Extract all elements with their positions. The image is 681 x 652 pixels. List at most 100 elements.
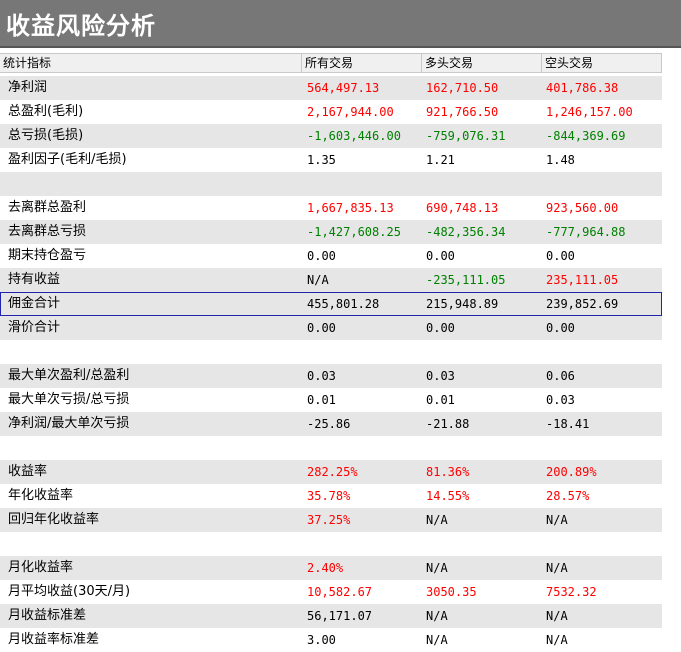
table-row[interactable]: 月收益标准差 56,171.07 N/A N/A bbox=[0, 604, 662, 628]
row-label: 期末持仓盈亏 bbox=[8, 248, 87, 263]
row-value-short: 923,560.00 bbox=[546, 201, 619, 215]
row-value-short: 239,852.69 bbox=[546, 297, 619, 311]
row-value-short: 401,786.38 bbox=[546, 81, 619, 95]
row-value-all: 1,667,835.13 bbox=[307, 201, 394, 215]
row-value-short: -18.41 bbox=[546, 417, 590, 431]
row-value-short: 1,246,157.00 bbox=[546, 105, 633, 119]
row-value-long: N/A bbox=[426, 561, 448, 575]
table-row[interactable]: 总盈利(毛利) 2,167,944.00 921,766.50 1,246,157.0… bbox=[0, 100, 662, 124]
row-label: 月平均收益(30天/月) bbox=[8, 584, 131, 599]
row-value-all: 3.00 bbox=[307, 633, 336, 647]
row-value-all: 0.01 bbox=[307, 393, 336, 407]
row-value-all: 10,582.67 bbox=[307, 585, 373, 599]
row-value-short: 28.57% bbox=[546, 489, 590, 503]
row-label: 持有收益 bbox=[8, 272, 61, 287]
row-value-long: 215,948.89 bbox=[426, 297, 499, 311]
row-label: 去离群总盈利 bbox=[8, 200, 87, 215]
row-value-long: 690,748.13 bbox=[426, 201, 499, 215]
header-short-trades[interactable]: 空头交易 bbox=[542, 54, 662, 72]
row-value-short: 1.48 bbox=[546, 153, 575, 167]
row-value-short: N/A bbox=[546, 561, 568, 575]
row-value-long: 0.03 bbox=[426, 369, 455, 383]
table-row[interactable]: 收益率 282.25% 81.36% 200.89% bbox=[0, 460, 662, 484]
table-row[interactable]: 净利润 564,497.13 162,710.50 401,786.38 bbox=[0, 76, 662, 100]
table-row[interactable]: 佣金合计 455,801.28 215,948.89 239,852.69 bbox=[0, 292, 662, 316]
row-label: 盈利因子(毛利/毛损) bbox=[8, 152, 127, 167]
row-value-long: 1.21 bbox=[426, 153, 455, 167]
header-all-trades[interactable]: 所有交易 bbox=[302, 54, 422, 72]
table-row[interactable]: 持有收益 N/A -235,111.05 235,111.05 bbox=[0, 268, 662, 292]
table-row[interactable] bbox=[0, 436, 662, 460]
row-value-short: 7532.32 bbox=[546, 585, 597, 599]
row-value-long: N/A bbox=[426, 609, 448, 623]
row-label: 净利润/最大单次亏损 bbox=[8, 416, 130, 431]
table-row[interactable]: 最大单次盈利/总盈利 0.03 0.03 0.06 bbox=[0, 364, 662, 388]
row-value-all: 37.25% bbox=[307, 513, 351, 527]
row-value-all: N/A bbox=[307, 273, 329, 287]
row-value-all: 0.00 bbox=[307, 249, 336, 263]
row-value-long: N/A bbox=[426, 513, 448, 527]
row-value-short: -777,964.88 bbox=[546, 225, 626, 239]
row-value-short: N/A bbox=[546, 609, 568, 623]
table-row[interactable]: 滑价合计 0.00 0.00 0.00 bbox=[0, 316, 662, 340]
row-value-long: -482,356.34 bbox=[426, 225, 506, 239]
table-row[interactable]: 月平均收益(30天/月) 10,582.67 3050.35 7532.32 bbox=[0, 580, 662, 604]
row-value-short: -844,369.69 bbox=[546, 129, 626, 143]
row-label: 回归年化收益率 bbox=[8, 512, 100, 527]
table-row[interactable]: 月化收益率 2.40% N/A N/A bbox=[0, 556, 662, 580]
table-row[interactable]: 去离群总亏损 -1,427,608.25 -482,356.34 -777,964.8… bbox=[0, 220, 662, 244]
row-value-all: 56,171.07 bbox=[307, 609, 373, 623]
row-value-all: 2.40% bbox=[307, 561, 344, 575]
row-value-all: 282.25% bbox=[307, 465, 358, 479]
row-value-all: 1.35 bbox=[307, 153, 336, 167]
header-long-trades[interactable]: 多头交易 bbox=[422, 54, 542, 72]
row-value-all: 35.78% bbox=[307, 489, 351, 503]
title-bar: 收益风险分析 bbox=[0, 0, 681, 48]
row-value-all: 0.03 bbox=[307, 369, 336, 383]
row-value-long: 0.00 bbox=[426, 321, 455, 335]
row-label: 滑价合计 bbox=[8, 320, 61, 335]
row-value-long: -21.88 bbox=[426, 417, 470, 431]
row-value-long: 3050.35 bbox=[426, 585, 477, 599]
row-value-long: 81.36% bbox=[426, 465, 470, 479]
row-label: 最大单次盈利/总盈利 bbox=[8, 368, 130, 383]
row-label: 佣金合计 bbox=[8, 296, 61, 311]
row-value-short: 0.00 bbox=[546, 321, 575, 335]
row-value-long: 0.01 bbox=[426, 393, 455, 407]
row-value-all: 455,801.28 bbox=[307, 297, 380, 311]
row-value-short: 0.06 bbox=[546, 369, 575, 383]
table-row[interactable]: 最大单次亏损/总亏损 0.01 0.01 0.03 bbox=[0, 388, 662, 412]
row-label: 年化收益率 bbox=[8, 488, 74, 503]
row-value-all: 0.00 bbox=[307, 321, 336, 335]
row-label: 月化收益率 bbox=[8, 560, 74, 575]
row-value-all: 2,167,944.00 bbox=[307, 105, 394, 119]
table-row[interactable]: 去离群总盈利 1,667,835.13 690,748.13 923,560.00 bbox=[0, 196, 662, 220]
table-row[interactable]: 盈利因子(毛利/毛损) 1.35 1.21 1.48 bbox=[0, 148, 662, 172]
row-value-short: 200.89% bbox=[546, 465, 597, 479]
table-row[interactable] bbox=[0, 172, 662, 196]
row-value-long: -759,076.31 bbox=[426, 129, 506, 143]
row-value-short: N/A bbox=[546, 633, 568, 647]
table-row[interactable]: 年化收益率 35.78% 14.55% 28.57% bbox=[0, 484, 662, 508]
row-label: 净利润 bbox=[8, 80, 48, 95]
table-row[interactable]: 期末持仓盈亏 0.00 0.00 0.00 bbox=[0, 244, 662, 268]
table-header: 统计指标 所有交易 多头交易 空头交易 bbox=[0, 53, 662, 73]
table-row[interactable] bbox=[0, 340, 662, 364]
row-value-short: N/A bbox=[546, 513, 568, 527]
table-row[interactable]: 月收益率标准差 3.00 N/A N/A bbox=[0, 628, 662, 652]
table-row[interactable] bbox=[0, 532, 662, 556]
row-value-all: -25.86 bbox=[307, 417, 351, 431]
row-value-all: -1,427,608.25 bbox=[307, 225, 401, 239]
row-label: 月收益标准差 bbox=[8, 608, 87, 623]
header-metric[interactable]: 统计指标 bbox=[0, 54, 302, 72]
row-label: 收益率 bbox=[8, 464, 48, 479]
row-value-long: -235,111.05 bbox=[426, 273, 506, 287]
row-value-long: N/A bbox=[426, 633, 448, 647]
row-label: 总盈利(毛利) bbox=[8, 104, 84, 119]
table-row[interactable]: 总亏损(毛损) -1,603,446.00 -759,076.31 -844,369.… bbox=[0, 124, 662, 148]
row-value-short: 0.00 bbox=[546, 249, 575, 263]
table-row[interactable]: 净利润/最大单次亏损 -25.86 -21.88 -18.41 bbox=[0, 412, 662, 436]
table-row[interactable]: 回归年化收益率 37.25% N/A N/A bbox=[0, 508, 662, 532]
page-title: 收益风险分析 bbox=[6, 12, 156, 40]
row-value-all: -1,603,446.00 bbox=[307, 129, 401, 143]
